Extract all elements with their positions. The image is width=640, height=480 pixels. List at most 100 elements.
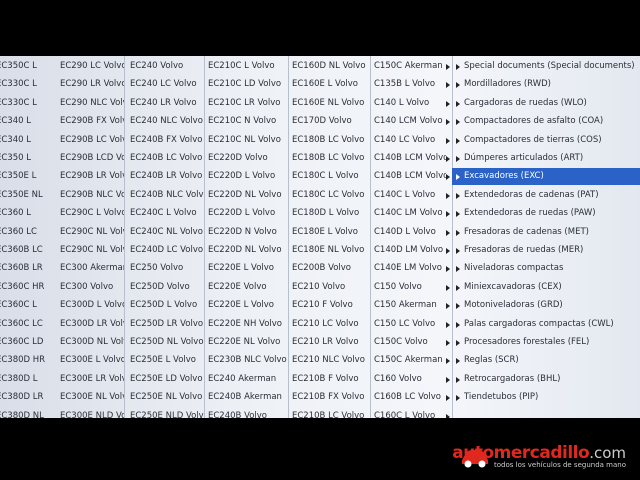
model-item: C140D LM Volvo	[374, 245, 444, 255]
category-item[interactable]: Extendedoras de ruedas (PAW)	[464, 208, 596, 219]
model-item: EC170D Volvo	[292, 116, 352, 127]
model-item: EC360C HR	[0, 281, 45, 292]
model-item: EC220D NL Volvo	[208, 189, 282, 200]
submenu-arrow	[446, 174, 450, 181]
model-item: EC220D N Volvo	[208, 226, 277, 237]
category-item[interactable]: Procesadores forestales (FEL)	[464, 337, 590, 347]
model-item: EC300E L Volvo	[60, 355, 124, 366]
model-item: EC330C L	[0, 97, 37, 108]
submenu-arrow	[456, 119, 460, 126]
submenu-arrow	[456, 100, 460, 107]
model-item: C150 Akerman	[374, 300, 437, 311]
submenu-arrow	[446, 413, 450, 418]
menu-screen: EC350C L EC290 LC Volvo EC240 Volvo EC210C …	[0, 56, 640, 418]
submenu-arrow	[446, 321, 450, 328]
model-item: EC250 Volvo	[130, 263, 184, 274]
model-item: EC210C LR Volvo	[208, 97, 281, 108]
model-item: EC210B LC Volvo	[292, 410, 365, 418]
category-item[interactable]: Miniexcavadoras (CEX)	[464, 281, 562, 292]
model-item: EC290B FX Volvo	[60, 116, 124, 127]
model-item: EC300E NLD Volvo	[60, 410, 124, 418]
model-item: EC220D L Volvo	[208, 171, 276, 182]
model-item: EC360B LC	[0, 245, 43, 255]
category-item[interactable]: Mordilladores (RWD)	[464, 79, 551, 90]
model-item: EC300 Akerman	[60, 263, 124, 274]
model-item: C135B L Volvo	[374, 79, 436, 90]
submenu-arrow	[446, 340, 450, 346]
model-item: C140E LM Volvo	[374, 263, 442, 274]
model-item: EC210 Volvo	[292, 281, 346, 292]
model-item: C150C Akerman	[374, 61, 443, 71]
category-item[interactable]: Reglas (SCR)	[464, 355, 519, 366]
category-item[interactable]: Fresadoras de ruedas (MER)	[464, 245, 584, 255]
model-item: EC250D Volvo	[130, 281, 190, 292]
model-item: EC360B LR	[0, 263, 43, 274]
submenu-arrow	[446, 137, 450, 144]
model-item: EC240B Akerman	[208, 392, 282, 403]
model-item: EC240 NLC Volvo	[130, 116, 203, 127]
submenu-arrow	[446, 284, 450, 291]
model-item: EC350 L	[0, 153, 31, 163]
model-item: C140 L Volvo	[374, 97, 430, 108]
submenu-arrow	[456, 82, 460, 89]
submenu-arrow	[456, 192, 460, 199]
submenu-arrow	[456, 358, 460, 365]
category-item[interactable]: Palas cargadoras compactas (CWL)	[464, 318, 614, 329]
model-item: EC180E L Volvo	[292, 226, 358, 237]
model-item: EC290B LR Volvo	[60, 171, 124, 182]
model-item: EC250D L Volvo	[130, 300, 198, 311]
model-item: EC250E NL Volvo	[130, 392, 203, 403]
model-item: EC380D NL	[0, 410, 44, 418]
model-item: C150C Akerman	[374, 355, 443, 366]
category-item[interactable]: Niveladoras compactas	[464, 263, 564, 274]
model-item: C140D L Volvo	[374, 226, 436, 237]
submenu-arrow	[456, 321, 460, 328]
category-item[interactable]: Excavadores (EXC)	[464, 171, 544, 182]
model-item: EC160E NL Volvo	[292, 97, 365, 108]
category-item[interactable]: Fresadoras de cadenas (MET)	[464, 226, 589, 237]
category-item[interactable]: Extendedoras de cadenas (PAT)	[464, 189, 599, 200]
model-item: EC290 NLC Volvo	[60, 97, 124, 108]
model-item: EC240 Volvo	[130, 61, 184, 71]
model-item: C160C L Volvo	[374, 410, 436, 418]
model-item: EC210 LR Volvo	[292, 337, 359, 347]
model-item: EC250D LR Volvo	[130, 318, 204, 329]
model-item: C140 LC Volvo	[374, 134, 436, 145]
category-item[interactable]: Dúmperes articulados (ART)	[464, 153, 584, 163]
model-item: EC210C LD Volvo	[208, 79, 282, 90]
category-item[interactable]: Compactadores de tierras (COS)	[464, 134, 602, 145]
model-item: EC180C L Volvo	[292, 171, 359, 182]
submenu-arrow	[446, 248, 450, 254]
model-item: EC360C L	[0, 300, 37, 311]
model-item: EC250E L Volvo	[130, 355, 196, 366]
category-item[interactable]: Retrocargadoras (BHL)	[464, 373, 561, 384]
category-item[interactable]: Compactadores de asfalto (COA)	[464, 116, 604, 127]
model-item: C140B LCM Volvo	[374, 153, 446, 163]
model-item: C150 Volvo	[374, 281, 422, 292]
category-item[interactable]: Motoniveladoras (GRD)	[464, 300, 563, 311]
model-item: EC360C LD	[0, 337, 44, 347]
category-item[interactable]: Cargadoras de ruedas (WLO)	[464, 97, 587, 108]
submenu-arrow	[456, 64, 460, 70]
model-item: C140C LM Volvo	[374, 208, 443, 219]
submenu-arrow	[446, 100, 450, 107]
model-item: EC210B FX Volvo	[292, 392, 365, 403]
model-item: EC350E NL	[0, 189, 43, 200]
model-item: EC360 L	[0, 208, 31, 219]
model-item: EC240B Volvo	[208, 410, 268, 418]
model-item: EC210 F Volvo	[292, 300, 353, 311]
category-item[interactable]: Special documents (Special documents)	[464, 61, 635, 71]
model-item: C150C Volvo	[374, 337, 428, 347]
model-item: EC180B LC Volvo	[292, 134, 365, 145]
model-item: C160B LC Volvo	[374, 392, 442, 403]
model-item: EC210C L Volvo	[208, 61, 275, 71]
model-item: EC240B LC Volvo	[130, 153, 203, 163]
submenu-arrow	[456, 376, 460, 383]
category-item[interactable]: Tiendetubos (PIP)	[464, 392, 539, 403]
submenu-arrow	[446, 229, 450, 236]
model-item: EC220E L Volvo	[208, 300, 274, 311]
submenu-arrow	[446, 266, 450, 273]
model-item: EC180E NL Volvo	[292, 245, 365, 255]
submenu-arrow	[446, 303, 450, 310]
model-item: EC250E NLD Volvo	[130, 410, 204, 418]
